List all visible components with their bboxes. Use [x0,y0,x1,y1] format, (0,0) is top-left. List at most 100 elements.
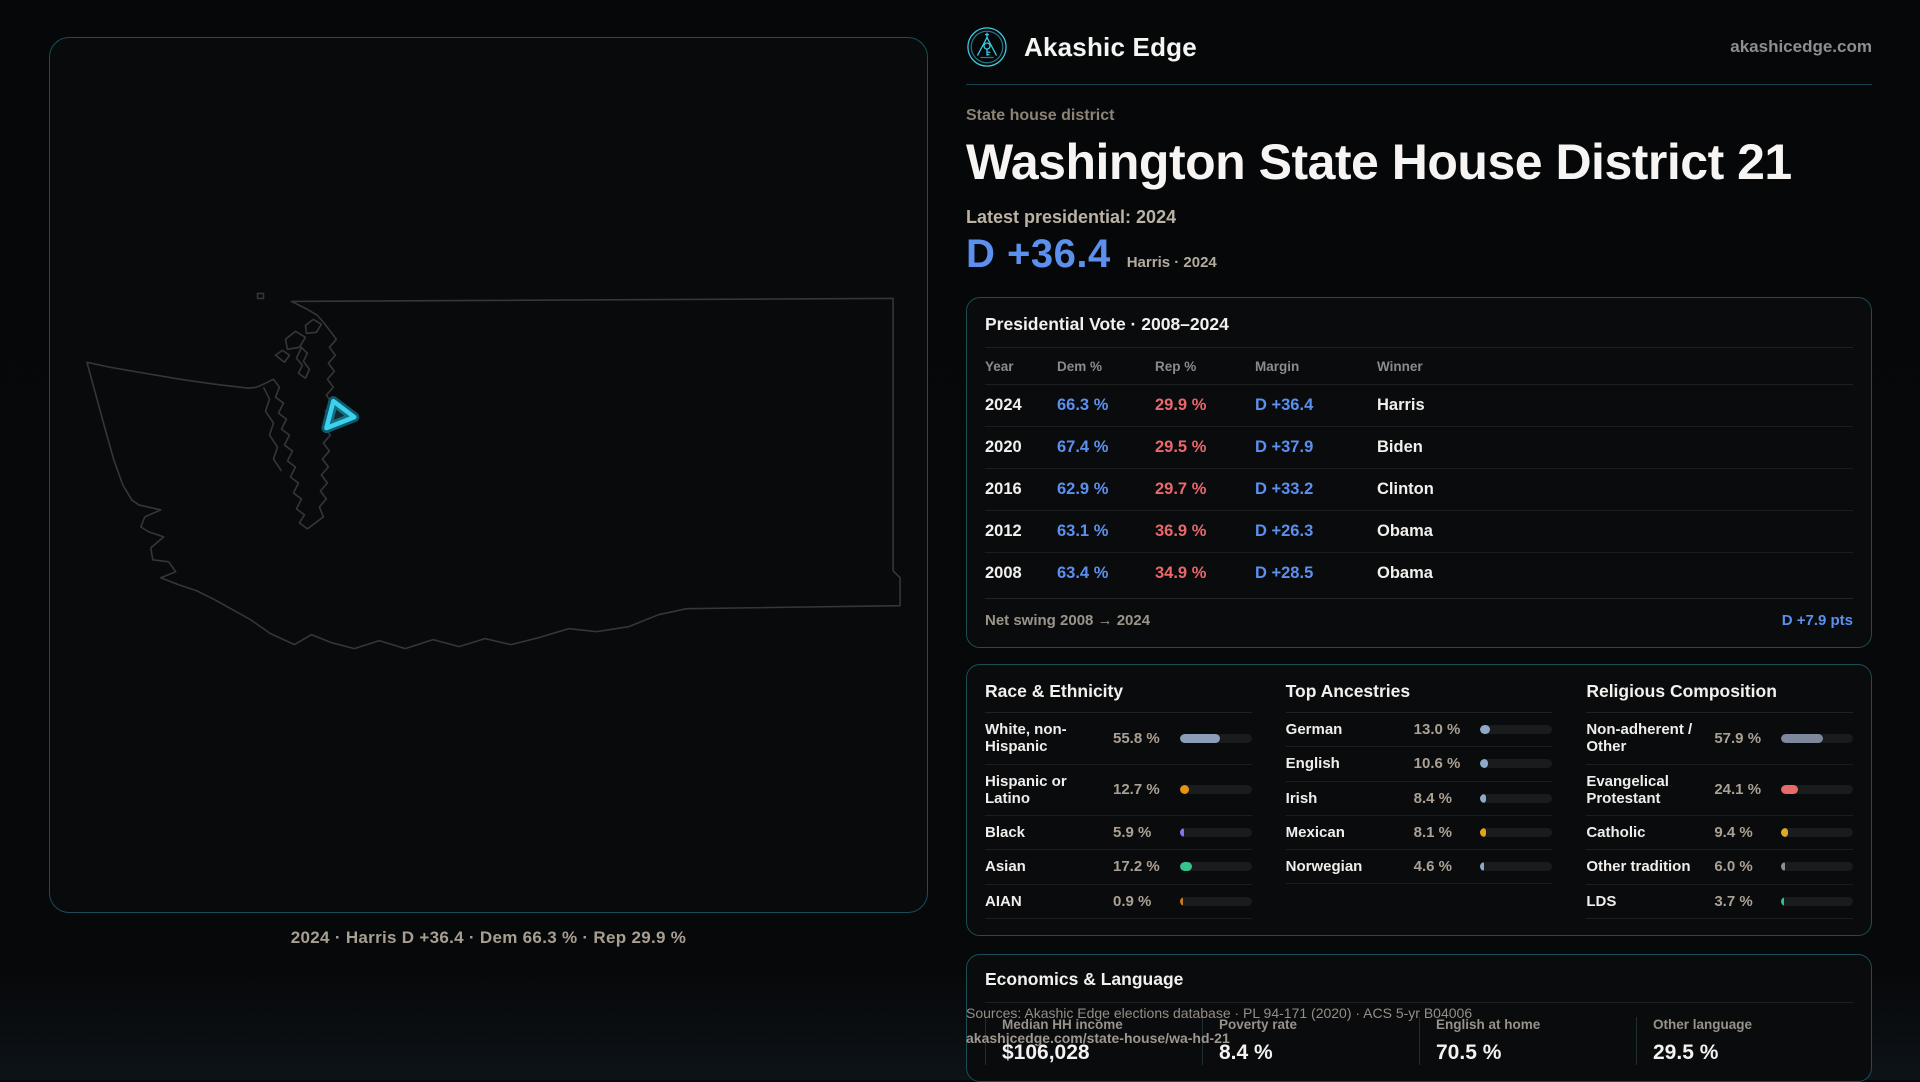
bar-track [1179,896,1252,906]
demo-label: English [1285,755,1340,773]
margin-cell: D +28.5 [1255,564,1314,582]
bar-fill [1179,896,1183,906]
demo-row: White, non-Hispanic 55.8 % [985,713,1252,765]
demo-label: German [1285,721,1343,738]
bar-fill [1179,733,1220,743]
bar-fill [1780,733,1823,743]
year-cell: 2008 [985,564,1022,582]
district-highlight[interactable] [321,396,360,434]
demo-label: Other tradition [1586,858,1691,876]
latest-presidential-label: Latest presidential: 2024 [966,207,1177,227]
card-divider [985,347,1853,348]
demo-label: Black [985,824,1026,841]
demo-label: Evangelical Protestant [1586,772,1669,807]
stat-value: 29.5 % [1653,1040,1719,1064]
demo-label: White, non-Hispanic [985,721,1067,756]
demo-label: Irish [1285,789,1318,807]
bar-track [1780,862,1853,872]
year-cell: 2020 [985,438,1022,456]
footer-sources: Sources: Akashic Edge elections database… [966,1005,1473,1021]
state-outline [86,297,901,650]
demo-value: 5.9 % [1113,824,1152,842]
section-title: Religious Composition [1586,681,1853,713]
rep-cell: 36.9 % [1155,522,1207,540]
top-ancestries-section: Top Ancestries German 13.0 % English 10.… [1285,681,1553,919]
hood-canal-line [262,386,283,472]
presidential-vote-title: Presidential Vote · 2008–2024 [985,314,1229,334]
bar-track [1780,785,1853,795]
card-divider [985,1001,1853,1003]
bar-track [1179,785,1252,795]
bar-fill [1179,785,1189,795]
headline-note: Harris · 2024 [1126,254,1217,271]
demo-value: 55.8 % [1113,729,1160,747]
bar-fill [1780,785,1799,795]
stat-label: English at home [1436,1016,1541,1032]
demo-row: Norwegian 4.6 % [1285,850,1553,885]
demo-label: Asian [985,858,1026,876]
map-caption: 2024 · Harris D +36.4 · Dem 66.3 % · Rep… [290,928,687,947]
stat-label: Poverty rate [1219,1016,1298,1032]
year-cell: 2024 [985,396,1022,414]
demo-row: Catholic 9.4 % [1586,816,1853,851]
section-title: Race & Ethnicity [985,681,1252,713]
winner-cell: Biden [1377,438,1423,456]
rep-cell: 34.9 % [1155,564,1207,582]
bar-fill [1780,896,1784,906]
bar-track [1780,733,1853,743]
state-map[interactable] [50,38,927,912]
dem-cell: 63.1 % [1057,522,1109,540]
col-header-rep: Rep % [1155,359,1197,374]
bar-track [1179,862,1252,872]
bar-fill [1480,862,1484,872]
headline-row: D +36.4 Harris · 2024 [966,232,1872,277]
table-row-2012: 2012 63.1 % 36.9 % D +26.3 Obama [985,511,1853,553]
demo-row: Asian 17.2 % [985,850,1252,885]
demographics-card: Race & Ethnicity White, non-Hispanic 55.… [966,664,1872,936]
margin-cell: D +37.9 [1255,438,1314,456]
economics-title: Economics & Language [985,968,1184,989]
demo-label: Norwegian [1285,858,1363,875]
col-header-year: Year [985,359,1014,374]
winner-cell: Harris [1377,396,1425,414]
akashic-edge-logo-icon [967,27,1007,67]
bar-fill [1480,725,1490,735]
demo-row: English 10.6 % [1285,747,1553,782]
col-header-winner: Winner [1377,359,1423,374]
header-divider [966,84,1872,85]
stat-english-at-home: English at home 70.5 % [1419,1016,1636,1065]
presidential-vote-card: Presidential Vote · 2008–2024 Year Dem %… [966,297,1872,648]
demo-value: 13.0 % [1413,721,1461,739]
site-domain-link[interactable]: akashicedge.com [1730,37,1872,56]
demo-value: 8.4 % [1413,789,1453,807]
stat-value: $106,028 [1002,1040,1090,1064]
bar-track [1780,896,1853,906]
bar-fill [1179,862,1193,872]
bar-track [1780,828,1853,838]
point-roberts [256,292,265,300]
headline-margin: D +36.4 [966,232,1111,276]
net-swing-value: D +7.9 pts [1781,612,1853,629]
dem-cell: 62.9 % [1057,480,1109,498]
demo-row: Irish 8.4 % [1285,782,1553,816]
net-swing-row: Net swing 2008 → 2024 D +7.9 pts [985,598,1853,635]
footer-url-link[interactable]: akashicedge.com/state-house/wa-hd-21 [966,1030,1230,1046]
table-row-2020: 2020 67.4 % 29.5 % D +37.9 Biden [985,427,1853,469]
rep-cell: 29.5 % [1155,438,1207,456]
economics-stats-row: Median HH income $106,028 Poverty rate 8… [985,1016,1853,1065]
demo-label: Hispanic or Latino [985,772,1067,807]
religious-composition-section: Religious Composition Non-adherent / Oth… [1586,681,1853,919]
stat-poverty-rate: Poverty rate 8.4 % [1202,1016,1419,1065]
demo-value: 10.6 % [1413,755,1461,773]
section-title: Top Ancestries [1285,681,1553,713]
bar-track [1179,733,1252,743]
margin-cell: D +36.4 [1255,396,1314,414]
col-header-margin: Margin [1255,359,1300,374]
stat-label: Other language [1653,1016,1753,1032]
demo-value: 12.7 % [1113,781,1160,799]
stat-other-language: Other language 29.5 % [1636,1016,1853,1065]
district-kicker: State house district [966,107,1115,124]
winner-cell: Obama [1377,564,1433,582]
stat-label: Median HH income [1002,1016,1123,1032]
bar-track [1480,725,1553,735]
